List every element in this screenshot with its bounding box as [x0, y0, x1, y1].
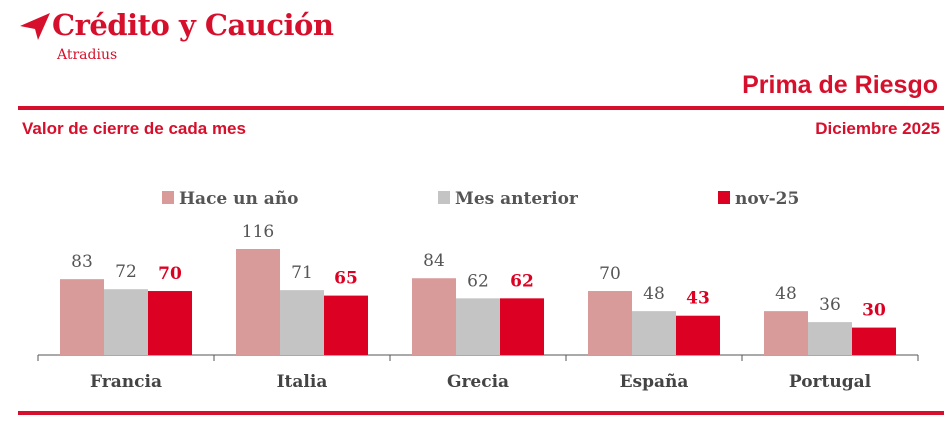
bar-francia-hace-un-ano — [60, 279, 104, 355]
bar-portugal-hace-un-ano — [764, 311, 808, 355]
legend-label-mes-anterior: Mes anterior — [455, 189, 579, 209]
bar-portugal-nov-25 — [852, 327, 896, 355]
data-label: 48 — [643, 284, 665, 304]
bar-italia-nov-25 — [324, 295, 368, 355]
report-title: Prima de Riesgo — [742, 71, 938, 99]
category-label-portugal: Portugal — [789, 372, 872, 392]
category-label-grecia: Grecia — [447, 372, 509, 392]
brand-logo-icon — [20, 13, 50, 40]
data-label: 72 — [115, 262, 137, 282]
bar-italia-mes-anterior — [280, 290, 324, 355]
data-label: 83 — [71, 252, 93, 272]
bar-italia-hace-un-ano — [236, 249, 280, 355]
chart-subtitle: Valor de cierre de cada mes — [22, 119, 246, 138]
bottom-rule — [18, 411, 944, 415]
bar-grecia-nov-25 — [500, 298, 544, 355]
bar-grecia-mes-anterior — [456, 298, 500, 355]
category-label-francia: Francia — [90, 372, 162, 392]
brand-name: Crédito y Caución — [52, 8, 334, 42]
category-label-espana: España — [620, 372, 689, 392]
data-label: 116 — [242, 222, 274, 242]
data-label: 71 — [291, 263, 313, 283]
legend-swatch-mes-anterior — [438, 191, 450, 204]
bar-francia-mes-anterior — [104, 289, 148, 355]
legend-label-nov-25: nov-25 — [735, 189, 799, 209]
category-label-italia: Italia — [277, 372, 328, 392]
report-period: Diciembre 2025 — [815, 119, 940, 138]
data-label: 70 — [599, 264, 621, 284]
legend-swatch-nov-25 — [718, 191, 730, 204]
brand-sub: Atradius — [57, 47, 118, 63]
data-label: 70 — [158, 264, 182, 284]
data-label: 36 — [819, 295, 841, 315]
top-rule — [18, 106, 944, 110]
bar-grecia-hace-un-ano — [412, 278, 456, 355]
bar-espana-nov-25 — [676, 315, 720, 355]
data-label: 43 — [686, 289, 710, 309]
legend-swatch-hace-un-ano — [162, 191, 174, 204]
bar-espana-hace-un-ano — [588, 291, 632, 355]
bar-francia-nov-25 — [148, 291, 192, 355]
legend-label-hace-un-ano: Hace un año — [179, 189, 299, 209]
data-label: 62 — [510, 271, 534, 291]
bar-espana-mes-anterior — [632, 311, 676, 355]
data-label: 62 — [467, 271, 489, 291]
data-label: 65 — [334, 269, 358, 289]
bar-portugal-mes-anterior — [808, 322, 852, 355]
data-label: 84 — [423, 251, 445, 271]
data-label: 30 — [862, 301, 886, 321]
data-label: 48 — [775, 284, 797, 304]
